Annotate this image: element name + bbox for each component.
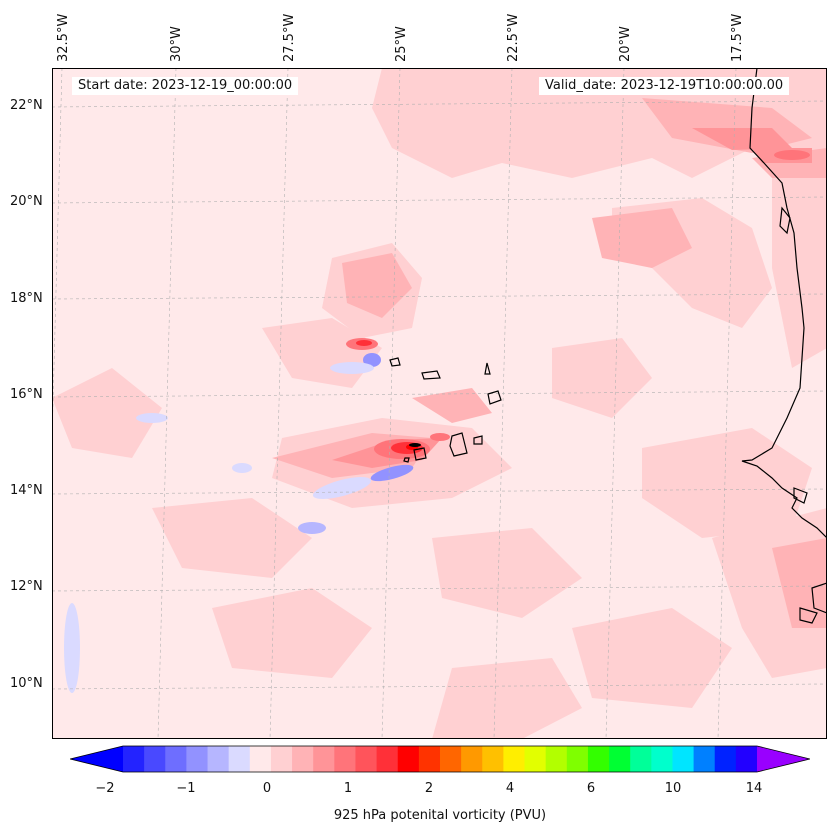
colorbar-extend-min — [70, 746, 123, 772]
lon-label-25: 25°W — [394, 26, 409, 62]
start-date-label: Start date: 2023-12-19_00:00:00 — [72, 77, 299, 95]
colorbar-segment — [144, 746, 166, 772]
lat-label-22: 22°N — [10, 98, 43, 113]
colorbar-segment — [440, 746, 462, 772]
colorbar-segment — [524, 746, 547, 772]
colorbar-segment — [397, 746, 420, 772]
cb-tick-14: 14 — [745, 781, 763, 796]
cb-tick-1: 1 — [343, 781, 353, 796]
colorbar-segment — [355, 746, 378, 772]
cb-tick-6: 6 — [586, 781, 596, 796]
lat-label-20: 20°N — [10, 194, 43, 209]
colorbar-segment — [672, 746, 695, 772]
lat-label-10: 10°N — [10, 676, 43, 691]
colorbar-segment — [630, 746, 652, 772]
colorbar-segment — [207, 746, 230, 772]
colorbar-segment — [376, 746, 399, 772]
colorbar-segment — [461, 746, 483, 772]
colorbar — [70, 745, 810, 773]
negative-pv — [64, 353, 414, 693]
colorbar-segment — [249, 746, 272, 772]
lat-label-12: 12°N — [10, 579, 43, 594]
colorbar-segment — [566, 746, 589, 772]
graticule — [52, 68, 827, 739]
valid-date-label: Valid_date: 2023-12-19T10:00:00.00 — [539, 77, 790, 95]
lat-label-14: 14°N — [10, 483, 43, 498]
map-panel — [52, 68, 827, 739]
cb-tick-4: 4 — [505, 781, 515, 796]
colorbar-segment — [334, 746, 356, 772]
pv-field-map — [52, 68, 827, 739]
lon-label-27-5: 27.5°W — [282, 13, 297, 62]
cb-tick-neg2: −2 — [95, 781, 115, 796]
cb-tick-neg1: −1 — [176, 781, 196, 796]
lon-label-17-5: 17.5°W — [730, 13, 745, 62]
colorbar-segment — [482, 746, 504, 772]
colorbar-segment — [123, 746, 145, 772]
colorbar-extend-max — [757, 746, 810, 772]
colorbar-segment — [186, 746, 209, 772]
colorbar-segment — [735, 746, 758, 772]
colorbar-segment — [693, 746, 716, 772]
lon-label-22-5: 22.5°W — [506, 13, 521, 62]
colorbar-outline — [70, 745, 810, 773]
lon-label-32-5: 32.5°W — [56, 13, 71, 62]
coastline — [389, 68, 827, 624]
colorbar-segment — [545, 746, 568, 772]
cb-tick-10: 10 — [664, 781, 682, 796]
dark-core-marker — [409, 443, 421, 447]
colorbar-label: 925 hPa potenital vorticity (PVU) — [333, 808, 547, 823]
colorbar-segment — [651, 746, 673, 772]
colorbar-segment — [418, 746, 441, 772]
cb-tick-0: 0 — [262, 781, 272, 796]
lon-label-20: 20°W — [618, 26, 633, 62]
colorbar-segment — [165, 746, 187, 772]
colorbar-segment — [270, 746, 293, 772]
colorbar-segment — [228, 746, 251, 772]
lat-label-18: 18°N — [10, 291, 43, 306]
colorbar-segment — [292, 746, 314, 772]
colorbar-segment — [503, 746, 526, 772]
lon-label-30: 30°W — [169, 26, 184, 62]
colorbar-segment — [714, 746, 737, 772]
colorbar-segment — [609, 746, 631, 772]
cb-tick-2: 2 — [424, 781, 434, 796]
colorbar-segment — [313, 746, 335, 772]
colorbar-segment — [587, 746, 610, 772]
lat-label-16: 16°N — [10, 387, 43, 402]
